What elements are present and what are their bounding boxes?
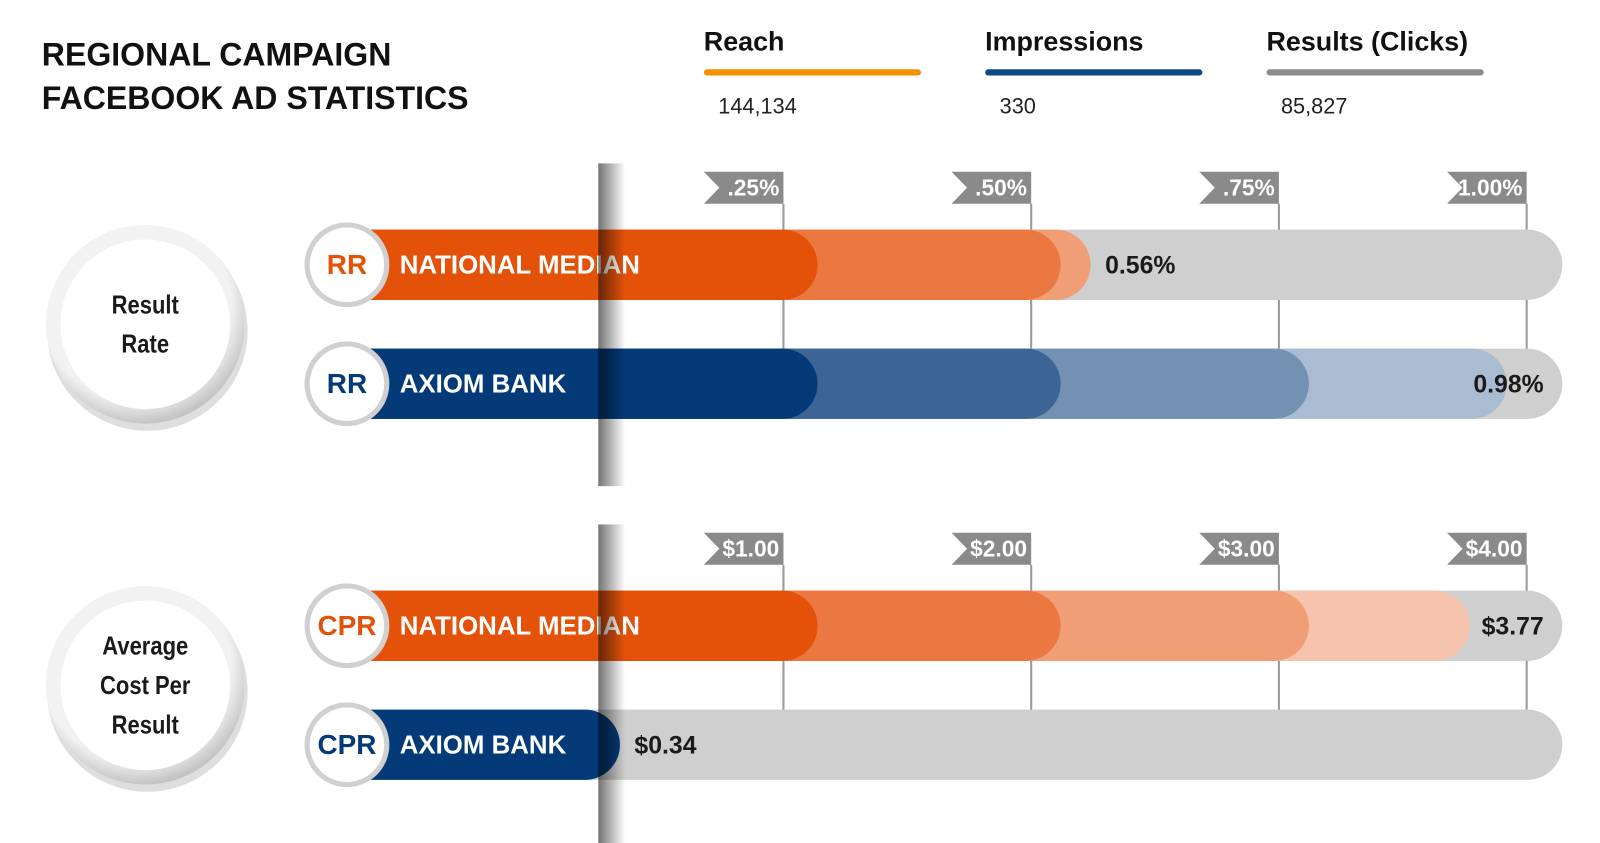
circle-label-box: Result Rate xyxy=(111,290,179,359)
category-label: AXIOM BANK xyxy=(400,732,567,760)
tick-flag xyxy=(951,532,1032,565)
x-tick-label: $1.00 xyxy=(722,535,779,561)
content: REGIONAL CAMPAIGN FACEBOOK AD STATISTICS R… xyxy=(42,27,1563,843)
circle-label-box: Average Cost Per Result xyxy=(100,631,191,740)
badge xyxy=(309,346,385,421)
badge-label: CPR xyxy=(317,610,376,641)
badge xyxy=(309,227,385,303)
bar-shade xyxy=(310,590,818,661)
x-tick-label: $4.00 xyxy=(1466,535,1523,561)
value-label: $0.34 xyxy=(634,732,696,759)
section-title: Result Rate xyxy=(111,290,179,359)
stat-label: Reach xyxy=(704,27,785,57)
divider-shadow xyxy=(598,163,626,487)
value-label: $3.77 xyxy=(1482,613,1544,640)
tick-flag xyxy=(703,171,784,204)
title: FACEBOOK AD STATISTICS xyxy=(42,80,469,116)
x-tick-label: $2.00 xyxy=(970,535,1027,561)
x-tick-label: .25% xyxy=(727,174,779,200)
badge xyxy=(309,707,385,782)
bar xyxy=(310,709,620,780)
section-title: Average Cost Per Result xyxy=(100,631,191,740)
value-label: 0.98% xyxy=(1473,371,1543,398)
bar-shade xyxy=(310,348,818,419)
circle-face xyxy=(60,600,231,771)
tick-flag xyxy=(951,171,1032,204)
stat-underline xyxy=(1266,69,1484,76)
tick-flag xyxy=(1447,532,1527,565)
stat-label: Results (Clicks) xyxy=(1266,27,1468,57)
tick-flag xyxy=(1199,532,1279,565)
divider-shadow xyxy=(598,524,626,843)
tick-flag xyxy=(703,532,784,565)
circle-face xyxy=(60,239,231,410)
badge-label: RR xyxy=(327,368,367,399)
bar-shade xyxy=(310,229,818,300)
tick-flag xyxy=(1199,171,1279,204)
badge-label: CPR xyxy=(317,729,376,760)
stat-value: 85,827 xyxy=(1281,93,1347,118)
stat-value: 144,134 xyxy=(718,93,797,118)
category-label: AXIOM BANK xyxy=(400,371,567,399)
x-tick-label: .50% xyxy=(975,174,1027,200)
stat-label: Impressions xyxy=(985,27,1143,57)
x-tick-label: $3.00 xyxy=(1218,535,1275,561)
stat-underline xyxy=(985,69,1203,76)
badge-label: RR xyxy=(327,249,367,280)
stat-underline xyxy=(703,69,922,76)
tick-flag xyxy=(1447,171,1527,204)
title: REGIONAL CAMPAIGN xyxy=(42,36,392,72)
x-tick-label: .75% xyxy=(1223,174,1275,200)
badge xyxy=(309,588,385,664)
x-tick-label: 1.00% xyxy=(1458,174,1523,200)
value-label: 0.56% xyxy=(1105,252,1175,279)
stat-value: 330 xyxy=(1000,93,1036,118)
